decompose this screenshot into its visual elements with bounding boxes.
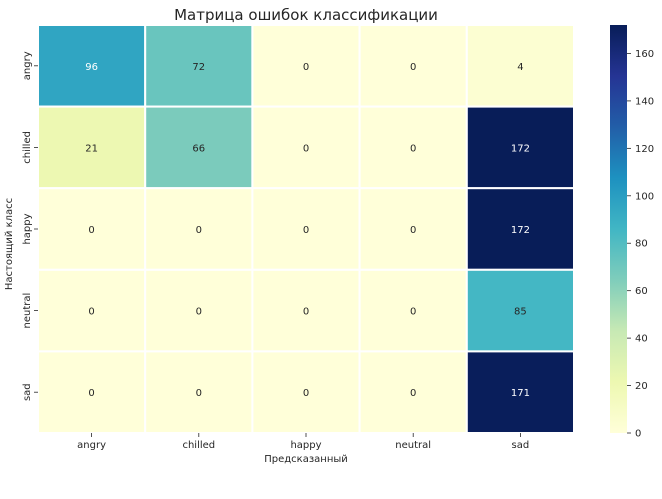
x-tick-label: chilled bbox=[182, 440, 215, 451]
colorbar-ticks: 0 20 40 60 80 100 120 140 160 bbox=[627, 49, 654, 440]
cell-value-label: 172 bbox=[511, 225, 530, 236]
colorbar-tick-label: 120 bbox=[635, 144, 654, 155]
chart-title: Матрица ошибок классификации bbox=[174, 6, 438, 24]
y-tick-label: neutral bbox=[22, 293, 33, 329]
colorbar-tick-label: 60 bbox=[635, 286, 648, 297]
cell-value-label: 85 bbox=[514, 307, 527, 318]
cell-value-label: 0 bbox=[88, 388, 94, 399]
cell-value-label: 0 bbox=[88, 307, 94, 318]
heatmap-cell bbox=[251, 24, 361, 108]
y-tick-label: chilled bbox=[22, 131, 33, 164]
heatmap-cell bbox=[251, 350, 361, 434]
colorbar-tick-label: 100 bbox=[635, 191, 654, 202]
heatmap-cell bbox=[144, 350, 254, 434]
cell-value-label: 21 bbox=[85, 143, 98, 154]
cell-value-label: 171 bbox=[511, 388, 530, 399]
cell-value-label: 72 bbox=[192, 62, 205, 73]
y-tick-label: sad bbox=[22, 383, 33, 401]
colorbar-tick-label: 20 bbox=[635, 381, 648, 392]
heatmap-cell bbox=[251, 105, 361, 190]
x-tick-labels: angry chilled happy neutral sad bbox=[77, 433, 529, 451]
heatmap-cell bbox=[37, 24, 147, 108]
heatmap-cell bbox=[465, 268, 575, 353]
heatmap-cell bbox=[251, 268, 361, 353]
colorbar-tick-label: 0 bbox=[635, 429, 641, 440]
x-tick-label: neutral bbox=[395, 440, 431, 451]
heatmap-cell bbox=[144, 187, 254, 271]
cell-value-label: 0 bbox=[410, 143, 416, 154]
x-axis-label: Предсказанный bbox=[264, 454, 348, 465]
cell-value-label: 0 bbox=[303, 388, 309, 399]
cell-value-label: 0 bbox=[196, 307, 202, 318]
heatmap-cells: 96 72 0 0 4 21 66 0 0 172 0 0 0 0 172 0 0 0 0 85 0 0 0 0 171 bbox=[37, 24, 575, 434]
cell-value-label: 0 bbox=[303, 225, 309, 236]
y-tick-label: angry bbox=[22, 51, 33, 80]
cell-value-label: 66 bbox=[192, 143, 205, 154]
y-tick-labels: angry chilled happy neutral sad bbox=[22, 51, 38, 401]
cell-value-label: 0 bbox=[410, 62, 416, 73]
x-tick-label: angry bbox=[77, 440, 106, 451]
cell-value-label: 0 bbox=[410, 225, 416, 236]
heatmap-cell bbox=[37, 350, 147, 434]
heatmap-cell bbox=[358, 268, 468, 353]
cell-value-label: 0 bbox=[303, 307, 309, 318]
cell-value-label: 96 bbox=[85, 62, 98, 73]
colorbar-tick-label: 140 bbox=[635, 96, 654, 107]
cell-value-label: 0 bbox=[410, 307, 416, 318]
y-tick-label: happy bbox=[22, 213, 33, 244]
colorbar-tick-label: 80 bbox=[635, 239, 648, 250]
heatmap-cell bbox=[465, 105, 575, 190]
heatmap-cell bbox=[144, 24, 254, 108]
colorbar bbox=[610, 25, 627, 433]
colorbar-tick-label: 40 bbox=[635, 334, 648, 345]
heatmap-cell bbox=[144, 268, 254, 353]
cell-value-label: 0 bbox=[196, 388, 202, 399]
x-tick-label: sad bbox=[512, 440, 530, 451]
cell-value-label: 0 bbox=[303, 143, 309, 154]
heatmap-cell bbox=[358, 187, 468, 271]
cell-value-label: 4 bbox=[517, 62, 523, 73]
y-axis-label: Настоящий класс bbox=[4, 198, 15, 290]
x-tick-label: happy bbox=[290, 440, 321, 451]
colorbar-tick-label: 160 bbox=[635, 49, 654, 60]
cell-value-label: 0 bbox=[196, 225, 202, 236]
cell-value-label: 172 bbox=[511, 143, 530, 154]
cell-value-label: 0 bbox=[410, 388, 416, 399]
cell-value-label: 0 bbox=[88, 225, 94, 236]
cell-value-label: 0 bbox=[303, 62, 309, 73]
